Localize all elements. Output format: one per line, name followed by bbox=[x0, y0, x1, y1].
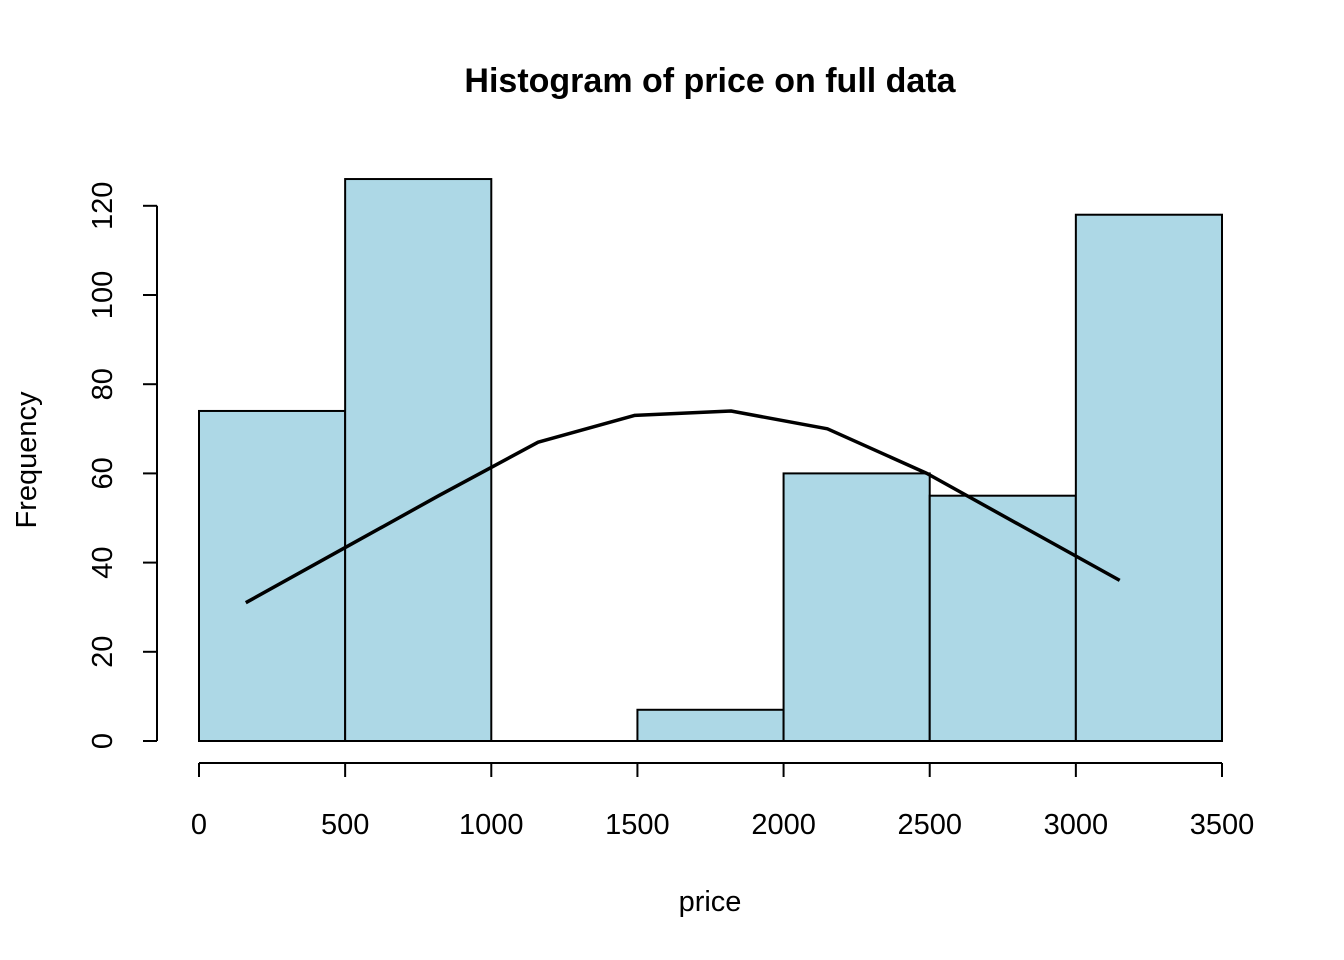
x-tick-label: 1000 bbox=[459, 809, 524, 841]
histogram-bar bbox=[344, 178, 493, 743]
curve-layer bbox=[244, 409, 1121, 605]
histogram-bar bbox=[782, 472, 931, 742]
x-tick-label: 2000 bbox=[751, 809, 816, 841]
histogram-bar bbox=[198, 409, 347, 742]
bars-layer bbox=[198, 178, 1224, 743]
x-tick-label: 500 bbox=[321, 809, 369, 841]
y-tick-label: 100 bbox=[87, 271, 119, 319]
x-tick-label: 1500 bbox=[605, 809, 670, 841]
y-axis-label: Frequency bbox=[11, 391, 43, 529]
histogram-bar bbox=[928, 494, 1077, 743]
y-tick-label: 80 bbox=[87, 368, 119, 400]
y-tick-label: 40 bbox=[87, 546, 119, 578]
y-tick-label: 120 bbox=[87, 182, 119, 230]
x-tick-label: 3500 bbox=[1190, 809, 1255, 841]
x-axis-label: price bbox=[679, 886, 742, 918]
x-tick-label: 2500 bbox=[897, 809, 962, 841]
density-curve bbox=[244, 409, 1121, 605]
histogram-bar bbox=[1074, 213, 1224, 743]
y-axis: 0 20 40 60 80 100 120 bbox=[87, 182, 158, 749]
histogram-bar bbox=[636, 708, 785, 743]
x-axis: 0 500 1000 1500 2000 2500 3000 3500 bbox=[191, 762, 1255, 841]
y-tick-label: 20 bbox=[87, 636, 119, 668]
x-tick-label: 0 bbox=[191, 809, 207, 841]
chart-title: Histogram of price on full data bbox=[464, 62, 956, 100]
y-tick-label: 60 bbox=[87, 457, 119, 489]
x-tick-label: 3000 bbox=[1044, 809, 1109, 841]
y-tick-label: 0 bbox=[87, 733, 119, 749]
